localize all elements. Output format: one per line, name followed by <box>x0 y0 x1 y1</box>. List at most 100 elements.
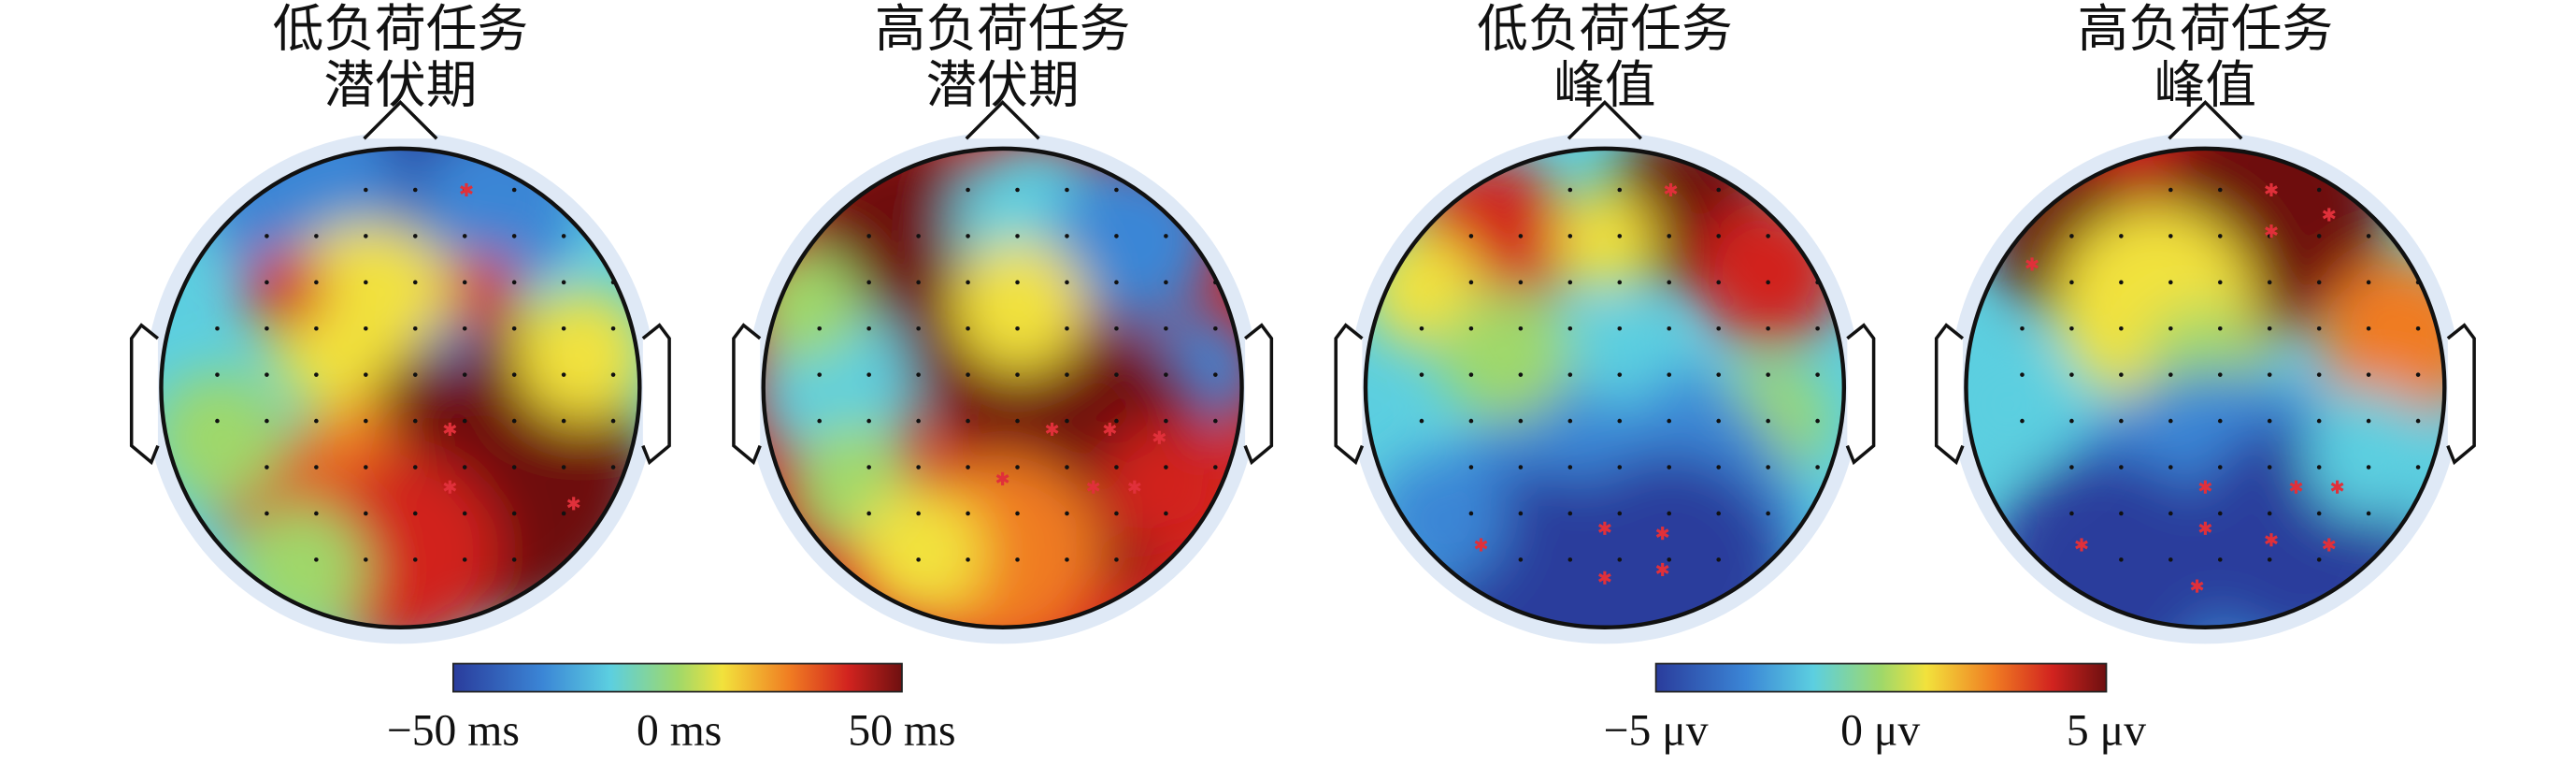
electrode <box>1716 418 1721 424</box>
electrode <box>1164 465 1168 470</box>
electrode <box>1015 372 1020 377</box>
electrode <box>1617 557 1623 562</box>
electrode <box>1065 372 1069 377</box>
electrode <box>1114 372 1119 377</box>
electrode <box>1815 465 1820 470</box>
significance-marker <box>1597 521 1611 535</box>
electrode <box>265 372 269 377</box>
electrode <box>1015 280 1020 285</box>
electrode <box>916 465 921 470</box>
electrode <box>1716 325 1721 331</box>
electrode <box>1065 418 1069 424</box>
electrode <box>1065 280 1069 285</box>
significance-marker <box>1474 538 1488 552</box>
electrode <box>2020 418 2025 424</box>
colorbar-label: 0 ms <box>637 706 722 755</box>
electrode <box>1419 372 1424 377</box>
electrode <box>2316 234 2322 238</box>
electrode <box>462 325 467 331</box>
electrode <box>1617 511 1623 516</box>
electrode <box>1114 465 1119 470</box>
electrode <box>1468 372 1474 377</box>
electrode <box>966 418 970 424</box>
marker-stroke <box>2025 259 2039 269</box>
panel-title: 高负荷任务 <box>875 1 1131 58</box>
marker-stroke <box>2322 210 2336 220</box>
electrode <box>314 280 319 285</box>
nose <box>965 99 1040 140</box>
electrode <box>364 557 368 562</box>
electrode <box>1617 372 1623 377</box>
electrode <box>1015 511 1020 516</box>
nose <box>2168 99 2243 140</box>
electrode <box>2217 418 2223 424</box>
electrode <box>1164 372 1168 377</box>
electrode <box>2366 325 2371 331</box>
electrode <box>966 325 970 331</box>
electrode <box>1815 418 1820 424</box>
electrode <box>2366 418 2371 424</box>
electrode <box>866 465 871 470</box>
colorbar-gradient <box>1654 662 2108 693</box>
electrode <box>2119 418 2124 424</box>
electrode <box>1114 557 1119 562</box>
electrode <box>462 511 467 516</box>
electrode <box>1213 465 1218 470</box>
heatmap-patch <box>1439 288 1572 422</box>
marker-stroke <box>2265 226 2278 237</box>
colorbar-label: −50 ms <box>387 706 520 755</box>
electrode <box>2415 418 2421 424</box>
electrode <box>1518 372 1524 377</box>
electrode <box>412 325 418 331</box>
electrode <box>1015 557 1020 562</box>
marker-stroke <box>1655 565 1669 574</box>
significance-marker <box>2265 224 2278 238</box>
electrode <box>412 187 418 193</box>
electrode <box>1518 511 1524 516</box>
electrode <box>817 325 823 331</box>
marker-stroke <box>460 185 473 195</box>
electrode <box>2069 234 2074 238</box>
electrode <box>561 280 566 285</box>
electrode <box>2267 511 2272 516</box>
electrode <box>1567 418 1573 424</box>
electrode <box>916 418 921 424</box>
heatmap-patch <box>446 253 520 325</box>
nose <box>1567 99 1642 140</box>
electrode <box>2069 325 2074 331</box>
electrode <box>1617 418 1623 424</box>
significance-marker <box>1127 480 1141 494</box>
electrode <box>1667 511 1672 516</box>
electrode <box>2119 557 2124 562</box>
electrode <box>1617 187 1623 193</box>
electrode <box>364 511 368 516</box>
heatmap-patch <box>952 238 1085 372</box>
head-outline <box>761 146 1244 629</box>
electrode <box>1617 325 1623 331</box>
electrode <box>1567 187 1573 193</box>
electrode <box>2366 234 2371 238</box>
marker-stroke <box>1127 482 1141 492</box>
electrode <box>2069 372 2074 377</box>
heatmap-patch <box>1554 189 1654 289</box>
marker-stroke <box>1086 482 1100 492</box>
electrode <box>412 418 418 424</box>
electrode <box>966 557 970 562</box>
electrode <box>916 325 921 331</box>
electrode <box>2217 325 2223 331</box>
electrode <box>2168 465 2173 470</box>
electrode <box>1567 511 1573 516</box>
marker-stroke <box>2198 523 2212 533</box>
electrode <box>412 511 418 516</box>
electrode <box>2217 187 2223 193</box>
electrode <box>364 465 368 470</box>
electrode <box>314 465 319 470</box>
electrode <box>1164 511 1168 516</box>
significance-marker <box>995 471 1009 485</box>
electrode <box>561 511 566 516</box>
electrode <box>2316 187 2322 193</box>
electrode <box>215 372 220 377</box>
significance-marker <box>443 480 457 494</box>
ear <box>2446 323 2476 466</box>
